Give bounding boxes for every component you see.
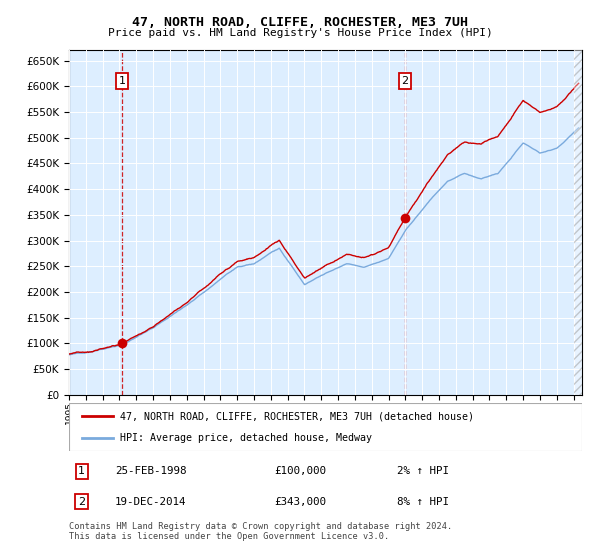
Text: 2: 2: [401, 76, 409, 86]
Text: 47, NORTH ROAD, CLIFFE, ROCHESTER, ME3 7UH (detached house): 47, NORTH ROAD, CLIFFE, ROCHESTER, ME3 7…: [121, 411, 475, 421]
Text: Price paid vs. HM Land Registry's House Price Index (HPI): Price paid vs. HM Land Registry's House …: [107, 28, 493, 38]
Text: £343,000: £343,000: [274, 497, 326, 507]
Text: 47, NORTH ROAD, CLIFFE, ROCHESTER, ME3 7UH: 47, NORTH ROAD, CLIFFE, ROCHESTER, ME3 7…: [132, 16, 468, 29]
Text: £100,000: £100,000: [274, 466, 326, 477]
Text: 25-FEB-1998: 25-FEB-1998: [115, 466, 187, 477]
Text: 1: 1: [118, 76, 125, 86]
Text: 8% ↑ HPI: 8% ↑ HPI: [397, 497, 449, 507]
Text: 19-DEC-2014: 19-DEC-2014: [115, 497, 187, 507]
Bar: [574, 50, 590, 395]
Text: 2: 2: [78, 497, 85, 507]
Bar: [574, 50, 590, 395]
Text: 1: 1: [79, 466, 85, 477]
Text: HPI: Average price, detached house, Medway: HPI: Average price, detached house, Medw…: [121, 433, 372, 443]
FancyBboxPatch shape: [69, 403, 582, 451]
Text: 2% ↑ HPI: 2% ↑ HPI: [397, 466, 449, 477]
Text: Contains HM Land Registry data © Crown copyright and database right 2024.
This d: Contains HM Land Registry data © Crown c…: [69, 522, 452, 542]
